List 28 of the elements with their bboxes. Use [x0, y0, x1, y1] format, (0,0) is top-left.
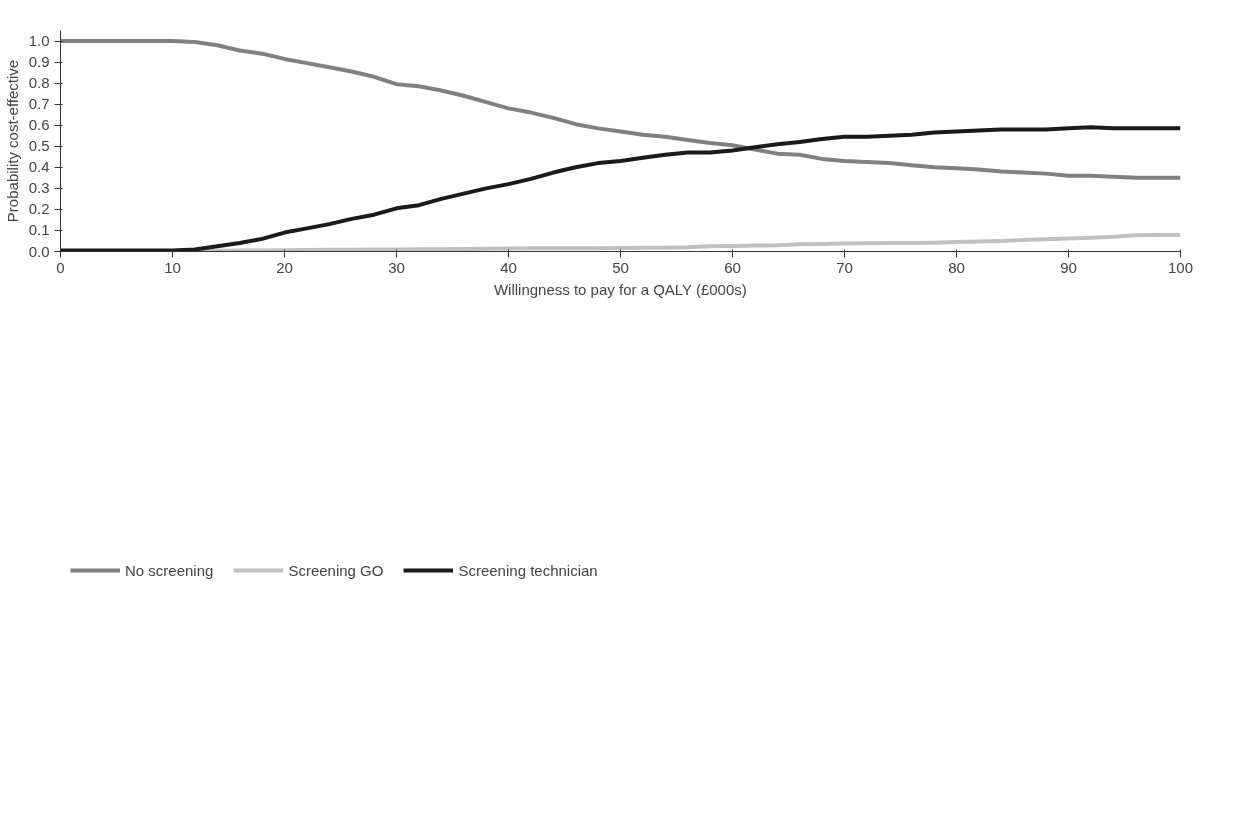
y-tick-label: 0.2 — [28, 200, 50, 218]
x-tick-label: 100 — [1167, 258, 1194, 276]
legend-label: No screening — [125, 561, 214, 579]
x-tick-label: 70 — [836, 258, 853, 276]
y-tick-label: 0.6 — [28, 116, 50, 134]
y-tick-label: 0.1 — [28, 221, 50, 239]
x-tick-label: 60 — [724, 258, 741, 276]
legend-label: Screening GO — [288, 561, 384, 579]
y-tick-label: 0.5 — [28, 137, 50, 155]
y-tick-label: 0.7 — [28, 95, 50, 113]
y-tick-label: 0.0 — [28, 242, 50, 260]
y-tick-label: 0.3 — [28, 179, 50, 197]
x-tick-label: 50 — [612, 258, 629, 276]
x-tick-label: 10 — [164, 258, 181, 276]
x-tick-label: 80 — [948, 258, 965, 276]
y-tick-label: 0.9 — [28, 53, 50, 71]
x-axis-title: Willingness to pay for a QALY (£000s) — [493, 280, 747, 298]
y-axis-title: Probability cost-effective — [3, 59, 21, 223]
x-tick-label: 20 — [276, 258, 293, 276]
x-tick-label: 40 — [500, 258, 517, 276]
x-tick-label: 30 — [388, 258, 405, 276]
y-tick-label: 0.8 — [28, 74, 50, 92]
legend-label: Screening technician — [458, 561, 598, 579]
x-tick-label: 0 — [56, 258, 65, 276]
y-tick-label: 1.0 — [28, 32, 50, 50]
y-tick-label: 0.4 — [28, 158, 50, 176]
x-tick-label: 90 — [1060, 258, 1077, 276]
line-series — [60, 39, 1181, 180]
